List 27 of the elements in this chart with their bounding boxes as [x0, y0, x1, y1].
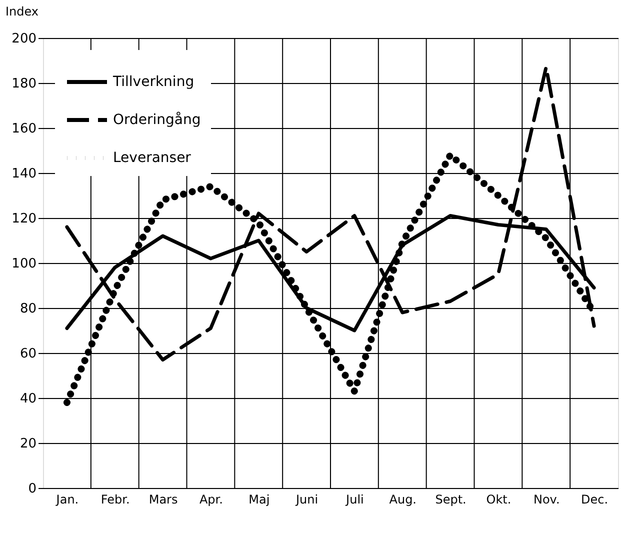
x-tick-label: Juli [345, 492, 364, 506]
y-tick-label: 40 [20, 392, 36, 406]
y-tick-label: 200 [12, 32, 36, 46]
y-tick-label: 20 [20, 436, 36, 452]
x-tick-label: Febr. [100, 492, 130, 506]
y-tick-label: 160 [12, 122, 36, 136]
y-tick-label: 180 [12, 76, 36, 92]
y-tick-label: 100 [12, 256, 36, 272]
x-tick-label: Maj [248, 492, 270, 506]
x-tick-label: Nov. [533, 492, 560, 506]
legend-label: Tillverkning [112, 74, 194, 90]
x-tick-label: Okt. [486, 492, 512, 506]
x-tick-label: Juni [294, 492, 318, 506]
y-tick-label: 140 [12, 166, 36, 182]
x-tick-label: Apr. [199, 492, 223, 506]
x-tick-label: Mars [148, 492, 178, 506]
legend-label: Orderingång [113, 111, 201, 128]
x-tick-label: Dec. [581, 492, 608, 506]
x-tick-label: Jan. [55, 492, 79, 506]
y-tick-label: 80 [20, 302, 36, 316]
y-tick-label: 0 [28, 482, 36, 496]
x-tick-label: Sept. [435, 492, 466, 506]
y-axis-title: Index [6, 4, 39, 18]
legend-label: Leveranser [113, 150, 192, 166]
y-tick-label: 60 [20, 346, 36, 362]
y-tick-label: 120 [12, 212, 36, 226]
x-tick-label: Aug. [389, 492, 416, 506]
